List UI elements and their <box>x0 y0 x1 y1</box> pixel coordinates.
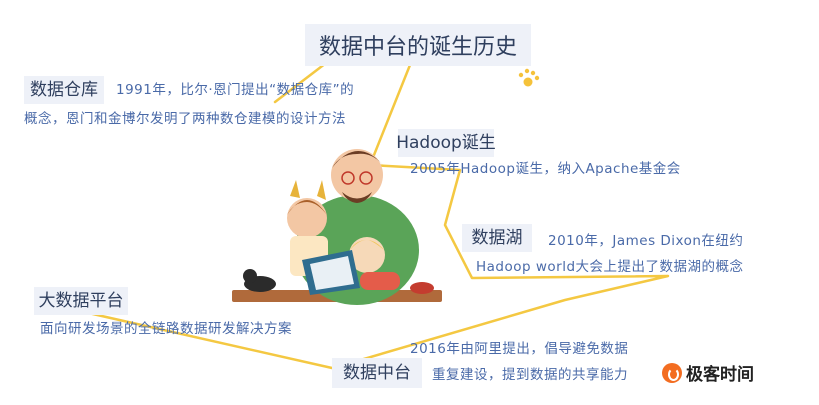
desc-data-warehouse-line2: 概念，恩门和金博尔发明了两种数仓建模的设计方法 <box>24 111 346 127</box>
logo-icon <box>662 362 682 383</box>
desc-data-lake-line1: 2010年，James Dixon在纽约 <box>548 233 744 249</box>
tag-data-middle-platform: 数据中台 <box>332 358 422 388</box>
tag-data-lake: 数据湖 <box>462 224 532 252</box>
geekbang-logo: 极客时间 <box>662 360 754 385</box>
family-reading-illustration <box>232 149 442 305</box>
desc-hadoop: 2005年Hadoop诞生，纳入Apache基金会 <box>410 161 681 177</box>
paw-icon <box>518 68 540 87</box>
desc-data-lake-line2: Hadoop world大会上提出了数据湖的概念 <box>476 259 744 275</box>
tag-data-warehouse: 数据仓库 <box>24 76 104 104</box>
tag-hadoop: Hadoop诞生 <box>396 129 496 157</box>
desc-data-middle-platform-line2: 重复建设，提到数据的共享能力 <box>432 367 628 383</box>
logo-text: 极客时间 <box>686 365 754 385</box>
tag-big-data-platform: 大数据平台 <box>34 287 128 315</box>
page-title: 数据中台的诞生历史 <box>305 24 531 66</box>
desc-big-data-platform: 面向研发场景的全链路数据研发解决方案 <box>40 321 292 337</box>
desc-data-middle-platform-line1: 2016年由阿里提出，倡导避免数据 <box>410 341 629 357</box>
desc-data-warehouse-line1: 1991年，比尔·恩门提出“数据仓库”的 <box>116 82 355 98</box>
